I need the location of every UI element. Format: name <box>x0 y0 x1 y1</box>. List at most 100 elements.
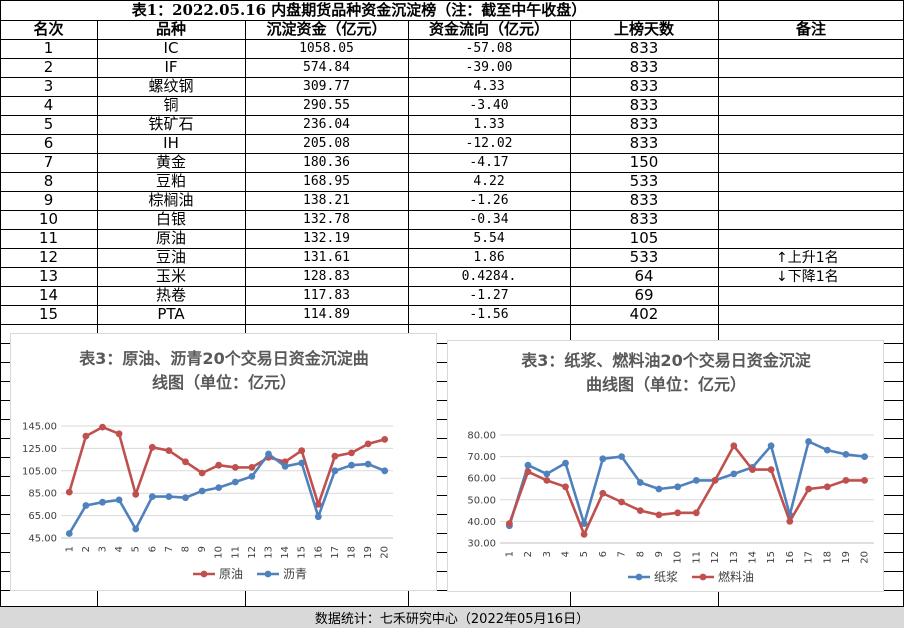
data-point <box>364 460 372 468</box>
table-cell-flow: -39.00 <box>465 60 513 75</box>
table-cell-capital: 309.77 <box>303 79 350 94</box>
data-point <box>99 498 106 506</box>
x-tick-label: 5 <box>131 546 142 552</box>
table-cell-days: 533 <box>629 172 659 190</box>
data-point <box>842 451 850 458</box>
table-cell-rank: 9 <box>43 191 54 209</box>
table-cell-flow: 4.22 <box>473 174 505 189</box>
y-tick-label: 30.00 <box>467 539 496 550</box>
table-cell-name: IC <box>163 39 179 57</box>
table-cell-rank: 14 <box>38 286 59 304</box>
x-tick-label: 4 <box>560 551 571 557</box>
table-cell-name: PTA <box>157 305 185 323</box>
x-tick-label: 4 <box>114 546 125 552</box>
table-cell-note <box>718 96 904 115</box>
chart-crude-bitumen-svg: 表3：原油、沥青20个交易日资金沉淀曲线图（单位：亿元）45.0065.0085… <box>22 349 393 581</box>
table-cell-note <box>718 229 904 248</box>
gridline <box>0 153 904 154</box>
gridline <box>245 20 246 628</box>
x-tick-label: 19 <box>841 551 852 564</box>
table-cell-flow: -0.34 <box>469 212 509 227</box>
data-point <box>524 468 532 476</box>
x-tick-label: 5 <box>579 551 590 557</box>
data-point <box>805 438 812 445</box>
gridline <box>0 248 904 249</box>
table-cell-note <box>718 172 904 191</box>
data-point <box>82 502 90 509</box>
table-cell-name: 热卷 <box>155 286 186 304</box>
data-point <box>231 478 239 486</box>
table-cell-note <box>718 134 904 153</box>
legend-label: 原油 <box>219 567 243 581</box>
data-point <box>861 453 868 460</box>
data-point <box>599 489 607 497</box>
data-point <box>99 423 106 431</box>
header-name: 品种 <box>155 20 186 38</box>
table-cell-flow: 1.86 <box>473 250 505 265</box>
x-tick-label: 17 <box>804 551 815 564</box>
series-line-0 <box>68 425 386 506</box>
gridline <box>0 96 904 97</box>
chart-title-line: 表3：原油、沥青20个交易日资金沉淀曲 <box>78 349 368 368</box>
data-point <box>348 461 355 469</box>
table-cell-capital: 138.21 <box>303 193 350 208</box>
data-point <box>331 452 339 460</box>
table-cell-rank: 2 <box>43 58 54 76</box>
table-cell-flow: -1.27 <box>469 288 509 303</box>
gridline <box>0 210 904 211</box>
table-cell-rank: 10 <box>38 210 59 228</box>
gridline <box>97 20 98 628</box>
table-cell-name: 玉米 <box>155 267 186 285</box>
data-point <box>767 466 775 473</box>
data-point <box>562 459 569 467</box>
x-tick-label: 3 <box>98 546 109 552</box>
table-cell-capital: 114.89 <box>303 307 350 322</box>
y-tick-label: 125.00 <box>22 444 57 455</box>
data-point <box>314 501 322 508</box>
data-point <box>348 449 355 457</box>
data-point <box>655 485 663 493</box>
table-cell-note <box>718 286 904 305</box>
series-line-1 <box>508 444 865 536</box>
data-point <box>730 470 738 478</box>
data-point <box>298 447 306 454</box>
legend-swatch-marker <box>264 570 272 578</box>
table-cell-days: 833 <box>629 77 659 95</box>
y-tick-label: 40.00 <box>467 517 496 528</box>
y-tick-label: 65.00 <box>28 511 57 522</box>
x-tick-label: 7 <box>617 551 628 557</box>
table-cell-capital: 117.83 <box>303 288 350 303</box>
data-point <box>298 459 306 467</box>
table-cell-rank: 13 <box>38 267 59 285</box>
table-cell-capital: 132.78 <box>303 212 350 227</box>
x-tick-label: 17 <box>330 546 341 559</box>
table-cell-flow: -12.02 <box>465 136 513 151</box>
x-tick-label: 6 <box>598 551 609 557</box>
table-cell-name: 螺纹钢 <box>148 77 194 95</box>
table-cell-name: IH <box>163 134 179 152</box>
gridline <box>0 0 904 1</box>
chart-title-line: 曲线图（单位：亿元） <box>586 375 746 394</box>
table-cell-capital: 574.84 <box>303 60 350 75</box>
table-cell-flow: -1.56 <box>469 307 509 322</box>
x-tick-label: 10 <box>214 546 225 559</box>
table-cell-flow: 1.33 <box>473 117 505 132</box>
table-cell-rank: 1 <box>43 39 54 57</box>
table-cell-rank: 6 <box>43 134 54 152</box>
footer-source: 数据统计：七禾研究中心（2022年05月16日） <box>0 606 904 628</box>
y-tick-label: 70.00 <box>467 452 496 463</box>
y-tick-label: 145.00 <box>22 422 57 433</box>
legend-label: 燃料油 <box>718 569 754 584</box>
x-tick-label: 15 <box>766 551 777 564</box>
chart-title-line: 表3：纸浆、燃料油20个交易日资金沉淀 <box>520 351 811 370</box>
table-cell-days: 533 <box>629 248 659 266</box>
x-tick-label: 6 <box>147 546 158 552</box>
data-point <box>248 473 256 480</box>
table-cell-rank: 3 <box>43 77 54 95</box>
data-point <box>65 530 73 537</box>
legend-swatch-marker <box>200 570 208 578</box>
table-cell-days: 105 <box>629 229 659 247</box>
table-cell-name: 豆粕 <box>155 172 186 190</box>
table-cell-name: IF <box>164 58 178 76</box>
